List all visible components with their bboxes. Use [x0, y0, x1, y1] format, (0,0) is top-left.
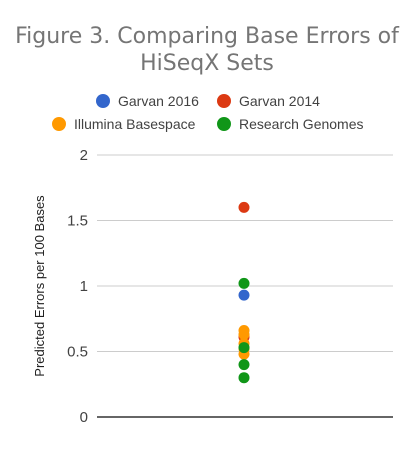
y-tick-label: 0 [80, 409, 88, 426]
legend-label: Garvan 2014 [239, 93, 320, 109]
data-point [238, 277, 250, 289]
y-axis-ticks: 0 0.5 1 1.5 2 [67, 147, 88, 426]
data-point [238, 359, 250, 371]
chart-title-line2: HiSeqX Sets [140, 51, 274, 76]
y-tick-label: 0.5 [67, 344, 88, 361]
chart-title-line1: Figure 3. Comparing Base Errors of [15, 24, 400, 49]
legend-label: Garvan 2016 [118, 93, 199, 109]
data-point [238, 201, 250, 213]
y-tick-label: 1.5 [67, 213, 88, 230]
y-tick-label: 1 [80, 278, 88, 295]
y-axis-label: Predicted Errors per 100 Bases [32, 195, 47, 377]
data-point [238, 372, 250, 384]
legend-marker [217, 117, 231, 131]
y-tick-label: 2 [80, 147, 88, 164]
legend-marker [52, 117, 66, 131]
data-points [238, 201, 250, 384]
legend-marker [217, 94, 231, 108]
legend-marker [96, 94, 110, 108]
legend-label: Research Genomes [239, 116, 364, 132]
data-point [238, 289, 250, 301]
data-point [238, 342, 250, 354]
legend: Garvan 2016 Garvan 2014 Illumina Basespace… [52, 93, 364, 132]
data-point [238, 328, 250, 340]
legend-label: Illumina Basespace [74, 116, 196, 132]
